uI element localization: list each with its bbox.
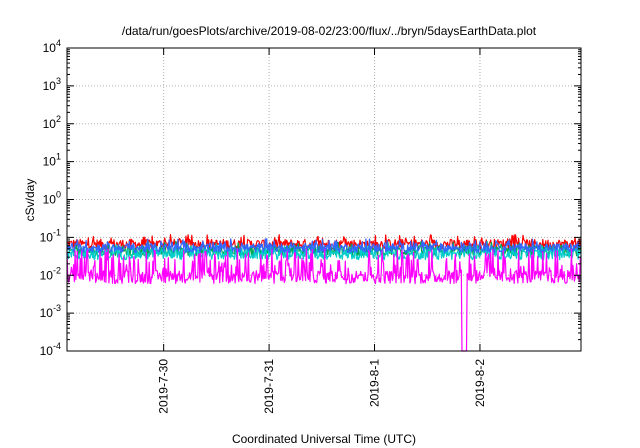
x-tick-label: 2019-7-30: [157, 359, 171, 414]
x-tick-label: 2019-8-1: [368, 359, 382, 407]
y-tick-label: 10-2: [40, 265, 61, 282]
series-line: [66, 248, 582, 352]
x-axis-label: Coordinated Universal Time (UTC): [232, 432, 416, 446]
y-axis-label: cSv/day: [23, 179, 37, 222]
y-tick-label: 10-4: [40, 341, 61, 358]
chart-title: /data/run/goesPlots/archive/2019-08-02/2…: [122, 24, 537, 38]
y-tick-label: 10-3: [40, 303, 61, 320]
x-tick-label: 2019-8-2: [473, 359, 487, 407]
y-tick-label: 104: [43, 38, 61, 55]
x-tick-labels: 2019-7-30 2019-7-31 2019-8-1 2019-8-2: [157, 359, 487, 414]
y-tick-label: 100: [43, 190, 61, 207]
data-series: [66, 234, 582, 352]
y-tick-label: 103: [43, 76, 61, 93]
y-tick-label: 10-1: [40, 227, 61, 244]
axis-ticks: [67, 47, 581, 352]
x-tick-label: 2019-7-31: [262, 359, 276, 414]
y-tick-labels: 10-4 10-3 10-2 10-1 100 101 102 103 104: [40, 38, 61, 358]
series-line: [66, 238, 582, 254]
y-tick-label: 101: [43, 152, 61, 169]
y-tick-label: 102: [43, 114, 61, 131]
grid-lines: [67, 48, 581, 351]
plot-frame: [66, 47, 582, 352]
